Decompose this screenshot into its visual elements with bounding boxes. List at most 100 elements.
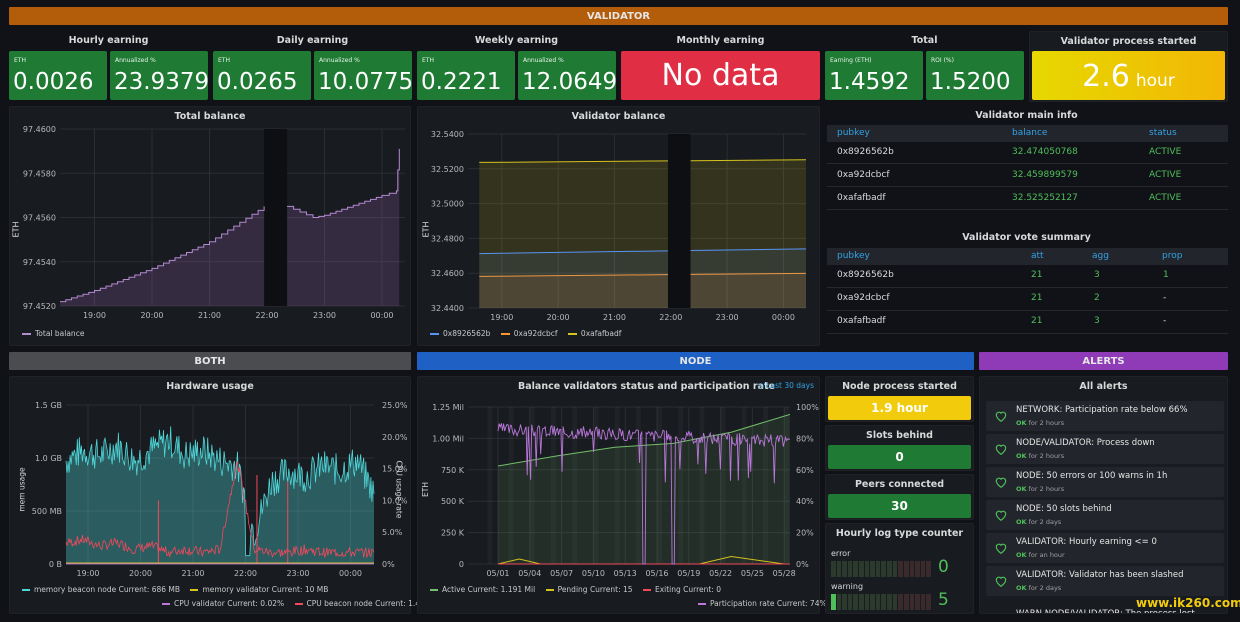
error-value: 0: [938, 557, 949, 577]
series-line: [479, 274, 668, 277]
active-area: [498, 414, 790, 564]
alert-item[interactable]: VALIDATOR: Hourly earning <= 0 OK for an …: [986, 533, 1224, 563]
alert-item[interactable]: NETWORK: Participation rate below 66% OK …: [986, 401, 1224, 431]
gauge-cell: [864, 594, 870, 610]
validator-balance-chart[interactable]: 32.4400 32.4600 32.4800 32.5000 32.5200 32.54…: [418, 107, 821, 332]
legend-label: Exiting: [654, 585, 681, 594]
y-right-tick-label: 20%: [796, 529, 814, 538]
gauge-cell: [864, 561, 870, 577]
y-right-tick-label: 100%: [796, 403, 819, 412]
legend-item[interactable]: Participation rate Current: 74%: [698, 599, 827, 608]
x-tick-label: 05/13: [614, 569, 637, 578]
legend-item[interactable]: Pending Current: 15: [545, 585, 633, 594]
legend-item[interactable]: 0x8926562b: [430, 329, 490, 338]
time-range-badge[interactable]: ◷ Last 30 days: [757, 381, 814, 390]
cell-att: 21: [1031, 270, 1043, 280]
validator-started-panel: Validator process started 2.6 hour: [1029, 31, 1228, 102]
gauge-cell: [887, 594, 892, 610]
cell-pubkey: 0xa92dcbcf: [837, 170, 890, 180]
y-tick-label: 500 K: [441, 497, 465, 506]
legend-label: 0xafafbadf: [580, 329, 622, 338]
alert-item[interactable]: WARN NODE/VALIDATOR: The process lost: [986, 599, 1224, 613]
col-prop[interactable]: prop: [1162, 251, 1183, 261]
col-balance[interactable]: balance: [1012, 128, 1048, 138]
gauge-cell: [875, 594, 881, 610]
legend-item[interactable]: CPU validator Current: 0.02%: [162, 599, 284, 608]
x-tick-label: 22:00: [255, 311, 278, 320]
gauge-cell: [898, 594, 903, 610]
slots-behind-panel: Slots behind 0: [825, 425, 974, 471]
y-tick-label: 0 B: [49, 560, 62, 569]
legend-item[interactable]: memory beacon node Current: 686 MB: [22, 585, 180, 594]
gauge-cell: [859, 561, 864, 577]
legend-item[interactable]: Active Current: 1.191 Mil: [430, 585, 535, 594]
cell-att: 21: [1031, 316, 1043, 326]
gauge-cell: [831, 594, 836, 610]
x-tick-label: 05/07: [550, 569, 573, 578]
alert-state: OK for 2 days: [1016, 584, 1062, 592]
vote-summary-table: pubkey att agg prop 0x8926562b 21 3 1 0x…: [827, 248, 1228, 343]
legend-item[interactable]: 0xa92dcbcf: [500, 329, 558, 338]
row-validator[interactable]: VALIDATOR: [9, 7, 1228, 25]
col-att[interactable]: att: [1031, 251, 1044, 261]
y-tick-label: 750 K: [441, 466, 465, 475]
table-row: 0x8926562b 32.474050768 ACTIVE: [827, 142, 1228, 164]
table-header: pubkey balance status: [827, 125, 1228, 142]
alert-item[interactable]: NODE: 50 errors or 100 warns in 1h OK for…: [986, 467, 1224, 497]
day-stripe: [487, 407, 492, 564]
daily-eth-stat: ETH 0.0265: [213, 51, 311, 100]
y-right-tick-label: 40%: [796, 497, 814, 506]
col-status[interactable]: status: [1149, 128, 1177, 138]
row-both[interactable]: BOTH: [9, 352, 411, 370]
stat-label: Annualized %: [523, 57, 564, 64]
stat-value: 10.0775: [318, 69, 414, 95]
alert-item[interactable]: NODE/VALIDATOR: Process down OK for 2 hou…: [986, 434, 1224, 464]
heart-icon: [995, 444, 1007, 455]
legend-item[interactable]: CPU beacon node Current: 1.44%: [294, 599, 432, 608]
hardware-usage-chart[interactable]: 0 B 500 MB 1.0 GB 1.5 GB 0% 5.0% 10.0% 15.0% 20.…: [10, 377, 412, 582]
validator-balance-panel: Validator balance 32.4400 32.4600 32.4800 3…: [417, 106, 820, 346]
gauge-cell: [870, 561, 875, 577]
y-tick-label: 97.4580: [23, 169, 56, 178]
y-right-tick-label: 15.0%: [382, 465, 408, 474]
legend-item[interactable]: Exiting Current: 0: [642, 585, 721, 594]
x-tick-label: 21:00: [198, 311, 221, 320]
participation-chart[interactable]: 0 250 K 500 K 750 K 1.00 Mil 1.25 Mil 0% 20% 40%…: [418, 377, 821, 582]
alert-state: OK for 2 hours: [1016, 485, 1065, 493]
gauge-cell: [903, 594, 909, 610]
slots-behind-value: 0: [828, 445, 971, 469]
legend-item[interactable]: Total balance: [22, 329, 84, 338]
alert-name: VALIDATOR: Hourly earning <= 0: [1016, 537, 1157, 547]
gauge-cell: [909, 594, 915, 610]
col-pubkey[interactable]: pubkey: [837, 251, 870, 261]
alert-item[interactable]: VALIDATOR: Validator has been slashed OK …: [986, 566, 1224, 596]
heart-icon: [995, 543, 1007, 554]
gauge-cell: [909, 561, 915, 577]
legend-current: Current: 686 MB: [118, 585, 181, 594]
col-agg[interactable]: agg: [1092, 251, 1109, 261]
legend-label: memory validator: [202, 585, 270, 594]
col-pubkey[interactable]: pubkey: [837, 128, 870, 138]
participation-rate-line: [497, 423, 791, 565]
legend-label: CPU validator: [174, 599, 225, 608]
x-tick-label: 20:00: [129, 569, 152, 578]
y-tick-label: 0: [459, 560, 464, 569]
legend-item[interactable]: memory validator Current: 10 MB: [190, 585, 328, 594]
alert-item[interactable]: NODE: 50 slots behind OK for 2 days: [986, 500, 1224, 530]
panel-title: Hourly log type counter: [835, 528, 964, 539]
y-axis-right-label: CPU usage rate: [394, 460, 404, 519]
legend-item[interactable]: 0xafafbadf: [567, 329, 622, 338]
row-alerts[interactable]: ALERTS: [979, 352, 1228, 370]
total-balance-chart[interactable]: 97.4520 97.4540 97.4560 97.4580 97.4600 19:00…: [10, 107, 412, 332]
series-area: [479, 250, 668, 308]
legend-row: Participation rate Current: 74%: [698, 599, 827, 608]
x-tick-label: 05/01: [486, 569, 509, 578]
series-area: [287, 148, 400, 306]
table-row: 0xa92dcbcf 21 2 -: [827, 288, 1228, 311]
panel-title: Node process started: [842, 381, 957, 392]
y-right-tick-label: 0%: [382, 560, 395, 569]
x-tick-label: 23:00: [313, 311, 336, 320]
participation-panel: Balance validators status and participat…: [417, 376, 827, 614]
legend-label: Participation rate: [710, 599, 775, 608]
row-node[interactable]: NODE: [417, 352, 974, 370]
